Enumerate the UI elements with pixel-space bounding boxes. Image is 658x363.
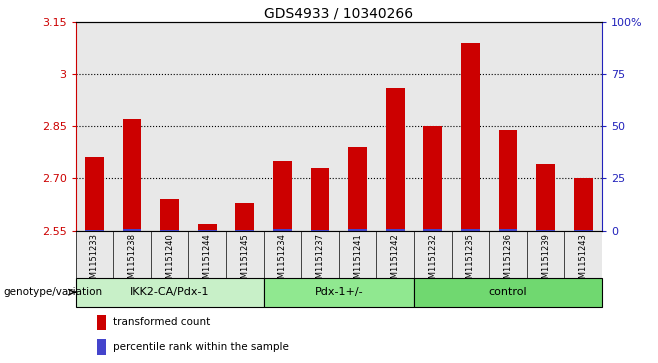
Bar <box>536 164 555 231</box>
Bar <box>386 88 405 231</box>
Bar <box>424 126 442 231</box>
Bar <box>461 229 480 231</box>
Text: IKK2-CA/Pdx-1: IKK2-CA/Pdx-1 <box>130 287 209 297</box>
Text: transformed count: transformed count <box>113 318 210 327</box>
Bar <box>85 229 104 231</box>
Bar <box>122 119 141 231</box>
Bar <box>311 229 330 231</box>
Bar <box>574 229 593 231</box>
Bar <box>161 229 179 231</box>
Text: GSM1151242: GSM1151242 <box>391 233 400 289</box>
Text: GSM1151240: GSM1151240 <box>165 233 174 289</box>
Bar <box>414 278 602 307</box>
Bar <box>97 339 106 355</box>
Text: GSM1151245: GSM1151245 <box>240 233 249 289</box>
Bar <box>236 229 254 231</box>
Bar <box>198 230 216 231</box>
Text: GSM1151237: GSM1151237 <box>316 233 324 289</box>
Text: Pdx-1+/-: Pdx-1+/- <box>315 287 363 297</box>
Bar <box>161 199 179 231</box>
Bar <box>273 161 292 231</box>
Bar <box>273 229 292 231</box>
Bar <box>348 147 367 231</box>
Text: GSM1151232: GSM1151232 <box>428 233 438 289</box>
Bar <box>348 229 367 231</box>
Bar <box>424 229 442 231</box>
Text: control: control <box>489 287 527 297</box>
Bar <box>499 130 517 231</box>
Text: GSM1151235: GSM1151235 <box>466 233 475 289</box>
Title: GDS4933 / 10340266: GDS4933 / 10340266 <box>265 7 413 21</box>
Bar <box>264 278 414 307</box>
Bar <box>97 315 106 330</box>
Bar <box>76 278 264 307</box>
Text: GSM1151238: GSM1151238 <box>128 233 137 289</box>
Text: GSM1151239: GSM1151239 <box>541 233 550 289</box>
Text: GSM1151233: GSM1151233 <box>90 233 99 289</box>
Bar <box>122 229 141 231</box>
Bar <box>85 158 104 231</box>
Bar <box>536 229 555 231</box>
Text: GSM1151243: GSM1151243 <box>579 233 588 289</box>
Bar <box>461 43 480 231</box>
Text: GSM1151244: GSM1151244 <box>203 233 212 289</box>
Text: percentile rank within the sample: percentile rank within the sample <box>113 342 288 352</box>
Bar <box>236 203 254 231</box>
Text: GSM1151241: GSM1151241 <box>353 233 362 289</box>
Bar <box>386 229 405 231</box>
Bar <box>198 224 216 231</box>
Bar <box>311 168 330 231</box>
Text: genotype/variation: genotype/variation <box>3 287 103 297</box>
Text: GSM1151234: GSM1151234 <box>278 233 287 289</box>
Bar <box>574 178 593 231</box>
Bar <box>499 229 517 231</box>
Text: GSM1151236: GSM1151236 <box>503 233 513 289</box>
